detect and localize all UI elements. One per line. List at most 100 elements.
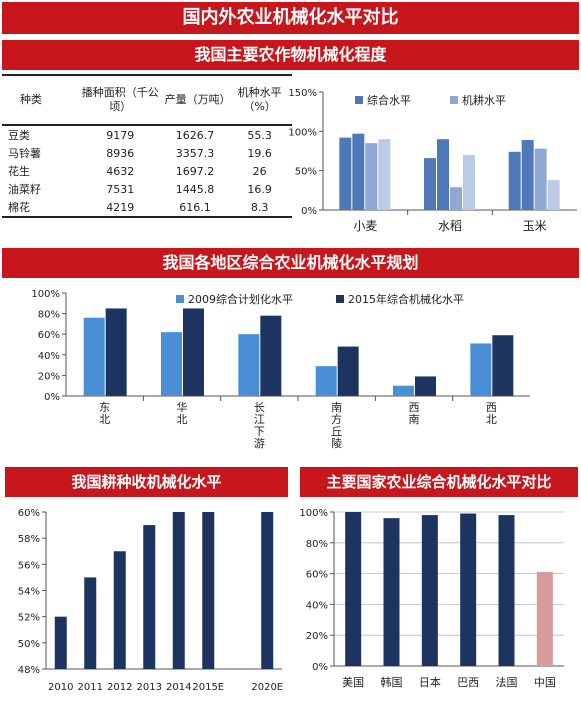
bar bbox=[498, 515, 515, 666]
bar bbox=[113, 551, 126, 669]
y-tick-label: 50% bbox=[295, 167, 317, 178]
bar bbox=[105, 308, 127, 396]
x-tick-label: 南 bbox=[409, 413, 420, 426]
x-tick-label: 游 bbox=[254, 437, 265, 450]
cell-level: 26 bbox=[252, 164, 267, 178]
cell-area: 7531 bbox=[106, 182, 135, 196]
section-title-regions: 我国各地区综合农业机械化水平规划 bbox=[2, 248, 579, 278]
table-row: 花生 4632 1697.2 26 bbox=[2, 162, 292, 180]
table-row: 豆类 9179 1626.7 55.3 bbox=[2, 125, 292, 144]
table-row: 马铃薯 8936 3357.3 19.6 bbox=[2, 144, 292, 162]
cell-area: 4219 bbox=[77, 198, 163, 218]
y-tick-label: 54% bbox=[18, 587, 40, 598]
section-title-crops: 我国主要农作物机械化程度 bbox=[2, 40, 579, 70]
y-tick-label: 52% bbox=[18, 613, 40, 624]
bar bbox=[508, 151, 521, 210]
bar bbox=[460, 513, 477, 666]
table-header-row: 种类 播种面积（千公顷） 产量（万吨） 机种水平（%） bbox=[2, 74, 292, 126]
x-tick-label: 中国 bbox=[534, 676, 556, 689]
cell-output: 1697.2 bbox=[175, 164, 215, 178]
x-tick-label: 2012 bbox=[107, 682, 132, 693]
bar bbox=[393, 385, 414, 396]
legend-label: 2009综合计划化水平 bbox=[188, 292, 293, 306]
x-tick-label: 南 bbox=[331, 401, 342, 414]
bar bbox=[339, 137, 352, 210]
bar bbox=[54, 616, 67, 669]
bar bbox=[83, 317, 105, 396]
legend-swatch bbox=[450, 96, 458, 104]
y-tick-label: 40% bbox=[38, 351, 60, 362]
bar bbox=[84, 577, 97, 669]
bar bbox=[536, 572, 553, 666]
bar bbox=[547, 180, 560, 210]
y-tick-label: 40% bbox=[306, 600, 328, 611]
x-tick-label: 小麦 bbox=[353, 219, 377, 233]
col-header-level: 机种水平（%） bbox=[227, 74, 292, 126]
cell-output: 1445.8 bbox=[175, 182, 215, 196]
x-tick-label: 2015E bbox=[192, 682, 224, 693]
legend-swatch bbox=[355, 96, 363, 104]
cell-crop: 马铃薯 bbox=[8, 147, 41, 160]
x-tick-label: 东 bbox=[99, 401, 110, 414]
x-tick-label: 2010 bbox=[48, 682, 73, 693]
country-comparison-chart: 0% 20% 40% 60% 80% 100% 美国 韩国 日本 巴西 法国 中国 bbox=[299, 508, 564, 689]
x-tick-label: 2013 bbox=[137, 682, 162, 693]
page-title: 国内外农业机械化水平对比 bbox=[2, 2, 579, 34]
bar bbox=[143, 525, 156, 669]
y-tick-label: 100% bbox=[288, 127, 317, 138]
x-tick-label: 方 bbox=[331, 412, 342, 426]
x-tick-label: 2014 bbox=[166, 682, 191, 693]
col-header-output: 产量（万吨） bbox=[162, 74, 231, 126]
bar bbox=[365, 143, 378, 210]
y-tick-label: 80% bbox=[306, 539, 328, 550]
x-tick-label: 丘 bbox=[331, 425, 342, 438]
y-tick-label: 58% bbox=[18, 534, 40, 545]
cell-output: 3357.3 bbox=[175, 146, 215, 160]
y-tick-label: 20% bbox=[306, 631, 328, 642]
x-tick-label: 玉米 bbox=[523, 219, 547, 233]
bar bbox=[202, 512, 215, 669]
cell-crop: 棉花 bbox=[2, 198, 78, 218]
bar bbox=[261, 512, 274, 669]
bar bbox=[345, 512, 362, 666]
cell-crop: 豆类 bbox=[8, 129, 30, 142]
x-tick-label: 美国 bbox=[342, 676, 364, 689]
bar bbox=[450, 187, 462, 210]
bar bbox=[172, 512, 185, 669]
crop-mechanization-table: 种类 播种面积（千公顷） 产量（万吨） 机种水平（%） 豆类 9179 1626… bbox=[2, 74, 292, 218]
section-title-countries: 主要国家农业综合机械化水平对比 bbox=[300, 467, 578, 497]
x-tick-label: 西 bbox=[409, 401, 420, 414]
bar bbox=[383, 518, 400, 666]
regional-plan-chart: 0%20%40%60%80%100%东北华北长江下游南方丘陵西南西北2009综合… bbox=[31, 289, 530, 450]
yearly-level-chart: 48% 50% 52% 54% 56% 58% 60% 2010 2011 2012 2013 201… bbox=[18, 508, 283, 693]
bar bbox=[337, 346, 359, 396]
y-tick-label: 56% bbox=[18, 560, 40, 571]
x-tick-label: 2011 bbox=[78, 682, 103, 693]
table-row: 棉花 4219 616.1 8.3 bbox=[2, 198, 292, 218]
legend-label: 机耕水平 bbox=[462, 93, 506, 107]
cell-crop: 油菜籽 bbox=[8, 183, 41, 196]
x-tick-label: 华 bbox=[177, 400, 188, 414]
x-tick-label: 江 bbox=[254, 413, 265, 426]
bar bbox=[161, 332, 182, 396]
x-tick-label: 韩国 bbox=[381, 675, 403, 689]
bar bbox=[378, 139, 391, 210]
bar bbox=[315, 366, 337, 396]
cell-area: 9179 bbox=[106, 128, 135, 142]
y-tick-label: 0% bbox=[44, 392, 60, 403]
cell-crop: 花生 bbox=[8, 165, 30, 178]
cell-output: 1626.7 bbox=[175, 128, 215, 142]
x-tick-label: 北 bbox=[99, 413, 110, 426]
bar bbox=[437, 139, 449, 210]
cell-output: 616.1 bbox=[162, 198, 228, 218]
x-tick-label: 法国 bbox=[496, 675, 518, 689]
y-tick-label: 20% bbox=[38, 371, 60, 382]
cell-level: 55.3 bbox=[247, 128, 272, 142]
legend-label: 综合水平 bbox=[367, 93, 411, 107]
bar bbox=[352, 133, 365, 210]
cell-level: 19.6 bbox=[247, 146, 272, 160]
x-tick-label: 水稻 bbox=[438, 219, 462, 233]
bar bbox=[238, 334, 260, 396]
x-tick-label: 西 bbox=[486, 401, 497, 414]
legend-swatch bbox=[336, 295, 344, 303]
